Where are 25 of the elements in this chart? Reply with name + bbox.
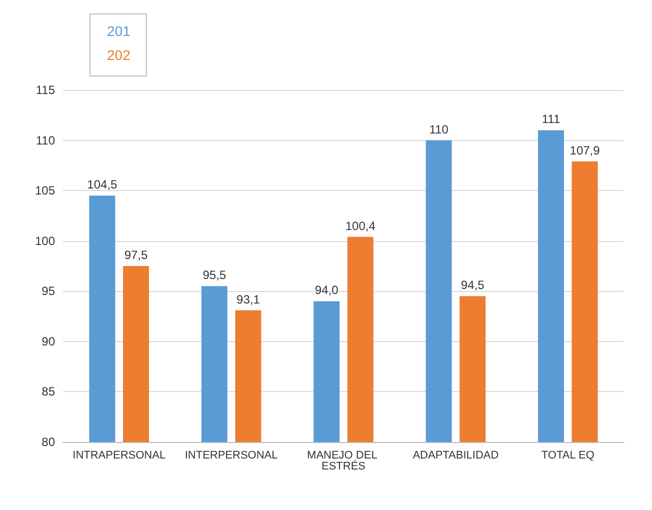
x-tick-label: TOTAL EQ	[541, 450, 595, 462]
x-tick-label: ADAPTABILIDAD	[412, 450, 499, 462]
x-tick-label: MANEJO DEL ESTRÉS	[307, 450, 380, 472]
y-tick-label: 90	[42, 334, 56, 348]
x-tick-label: INTRAPERSONAL	[72, 450, 166, 462]
text: 202	[107, 47, 131, 63]
data-label: 93,1	[236, 292, 260, 306]
data-label: 104,5	[87, 178, 118, 192]
data-label: 95,5	[202, 268, 226, 282]
data-label: 107,9	[570, 143, 600, 158]
y-tick-label: 80	[42, 435, 56, 449]
data-label: 94,0	[314, 283, 339, 298]
y-tick-label: 110	[36, 133, 56, 148]
y-tick-label: 95	[42, 284, 56, 298]
y-tick-label: 105	[34, 184, 56, 198]
data-label: 94,5	[460, 278, 485, 292]
x-tick-label: INTERPERSONAL	[184, 450, 278, 462]
data-label: 110	[429, 122, 449, 136]
data-label: 100,4	[345, 218, 376, 233]
y-tick-label: 85	[42, 384, 56, 399]
text: 201	[107, 23, 131, 39]
y-tick-label: 100	[34, 234, 56, 248]
data-label: 111	[542, 112, 560, 126]
data-label: 97,5	[124, 248, 148, 262]
y-tick-label: 115	[36, 83, 56, 97]
